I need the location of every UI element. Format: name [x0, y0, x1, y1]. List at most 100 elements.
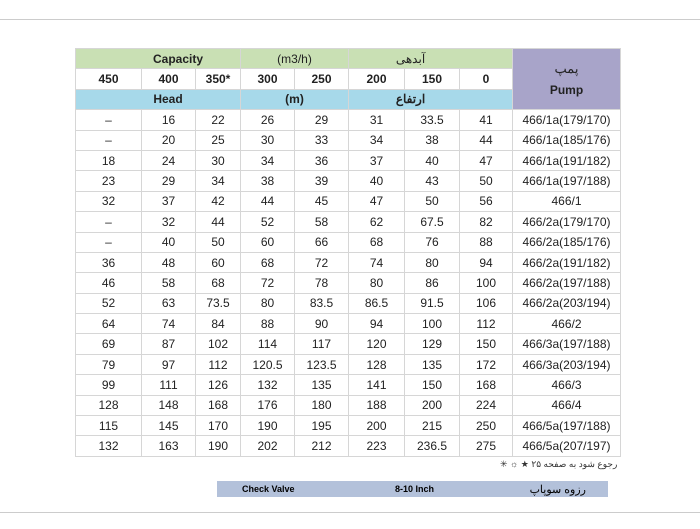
- head-value: –: [75, 231, 142, 253]
- table-row: 128 148 168 176 180 188 200 224 466/4: [75, 394, 621, 417]
- pump-model: 466/1a(197/188): [512, 170, 621, 192]
- capacity-label-fa: آبدهی: [348, 47, 513, 70]
- head-value: 32: [75, 190, 142, 213]
- pump-model: 466/1: [512, 190, 621, 213]
- head-value: 68: [240, 251, 295, 274]
- head-value: 25: [195, 129, 241, 151]
- pump-model: 466/3a(197/188): [512, 333, 621, 355]
- head-value: 126: [195, 374, 241, 396]
- head-value: 68: [348, 231, 405, 253]
- table-row: 23 29 34 38 39 40 43 50 466/1a(197/188): [75, 170, 621, 192]
- head-value: 150: [459, 333, 513, 355]
- head-value: –: [75, 129, 142, 151]
- head-value: 170: [195, 415, 241, 437]
- capacity-unit: (m3/h): [240, 47, 349, 70]
- head-value: 50: [404, 190, 460, 213]
- table-row: –20 25 30 33 34 38 44 466/1a(185/176): [75, 129, 621, 151]
- check-valve-size: 8-10 Inch: [395, 484, 435, 494]
- head-value: 132: [240, 374, 295, 396]
- head-value: 50: [459, 170, 513, 192]
- head-value: 68: [195, 272, 241, 294]
- head-value: 275: [459, 435, 513, 457]
- pump-label-fa: پمپ: [554, 61, 579, 77]
- pump-model: 466/2a(197/188): [512, 272, 621, 294]
- pump-model: 466/2a(191/182): [512, 251, 621, 274]
- table-row: 52 63 73.5 80 83.5 86.5 91.5 106 466/2a(203/194): [75, 292, 621, 315]
- head-value: 60: [240, 231, 295, 253]
- head-value: 45: [294, 190, 349, 213]
- head-value: 58: [294, 211, 349, 233]
- table-row: 132 163 190 202 212 223 236.5 275 466/5a(207/197…: [75, 435, 621, 457]
- head-value: 94: [348, 313, 405, 335]
- head-value: 236.5: [404, 435, 460, 457]
- head-value: 128: [348, 353, 405, 376]
- capacity-label: Capacity: [75, 47, 241, 70]
- head-value: 86: [404, 272, 460, 294]
- head-value: 26: [240, 109, 295, 131]
- head-value: 120: [348, 333, 405, 355]
- head-value: 150: [404, 374, 460, 396]
- head-value: 72: [240, 272, 295, 294]
- capacity-value: 300: [240, 68, 295, 90]
- head-value: 115: [75, 415, 142, 437]
- head-value: 190: [240, 415, 295, 437]
- table-row: 64 74 84 88 90 94 100 112 466/2: [75, 313, 621, 335]
- head-value: 39: [294, 170, 349, 192]
- head-value: 29: [294, 109, 349, 131]
- head-value: 135: [294, 374, 349, 396]
- head-value: 44: [195, 211, 241, 233]
- head-value: 72: [294, 251, 349, 274]
- head-value: 212: [294, 435, 349, 457]
- head-value: 202: [240, 435, 295, 457]
- head-value: 188: [348, 394, 405, 417]
- head-unit: (m): [240, 88, 349, 111]
- check-valve-bar: Check Valve 8-10 Inch رزوه سوپاپ: [217, 481, 608, 497]
- head-value: 88: [240, 313, 295, 335]
- head-value: 33: [294, 129, 349, 151]
- pump-model: 466/4: [512, 394, 621, 417]
- head-value: 74: [348, 251, 405, 274]
- head-value: 23: [75, 170, 142, 192]
- pump-label-en: Pump: [549, 83, 584, 98]
- table-row: 99 111 126 132 135 141 150 168 466/3: [75, 374, 621, 396]
- head-value: –: [75, 109, 142, 131]
- pump-model: 466/2a(185/176): [512, 231, 621, 253]
- head-value: 73.5: [195, 292, 241, 315]
- head-value: 58: [141, 272, 196, 294]
- head-value: 16: [141, 109, 196, 131]
- head-value: 36: [75, 251, 142, 274]
- capacity-value: 200: [348, 68, 405, 90]
- table-row: 36 48 60 68 72 74 80 94 466/2a(191/182): [75, 251, 621, 274]
- head-value: 60: [195, 251, 241, 274]
- head-value: 102: [195, 333, 241, 355]
- capacity-value: 250: [294, 68, 349, 90]
- head-value: 82: [459, 211, 513, 233]
- head-value: 215: [404, 415, 460, 437]
- table-row: 18 24 30 34 36 37 40 47 466/1a(191/182): [75, 149, 621, 172]
- head-value: 172: [459, 353, 513, 376]
- head-value: 135: [404, 353, 460, 376]
- head-value: 42: [195, 190, 241, 213]
- head-value: 128: [75, 394, 142, 417]
- head-value: 223: [348, 435, 405, 457]
- head-value: 34: [240, 149, 295, 172]
- head-value: 48: [141, 251, 196, 274]
- table-row: 46 58 68 72 78 80 86 100 466/2a(197/188): [75, 272, 621, 294]
- head-value: 80: [404, 251, 460, 274]
- head-value: 132: [75, 435, 142, 457]
- capacity-value: 400: [141, 68, 196, 90]
- head-value: 62: [348, 211, 405, 233]
- head-value: 63: [141, 292, 196, 315]
- head-value: 76: [404, 231, 460, 253]
- head-value: 30: [240, 129, 295, 151]
- head-value: 106: [459, 292, 513, 315]
- pump-model: 466/1a(185/176): [512, 129, 621, 151]
- head-value: 38: [404, 129, 460, 151]
- head-value: 97: [141, 353, 196, 376]
- head-value: 94: [459, 251, 513, 274]
- head-value: 145: [141, 415, 196, 437]
- head-value: 47: [459, 149, 513, 172]
- pump-model: 466/5a(197/188): [512, 415, 621, 437]
- head-value: 66: [294, 231, 349, 253]
- head-value: 18: [75, 149, 142, 172]
